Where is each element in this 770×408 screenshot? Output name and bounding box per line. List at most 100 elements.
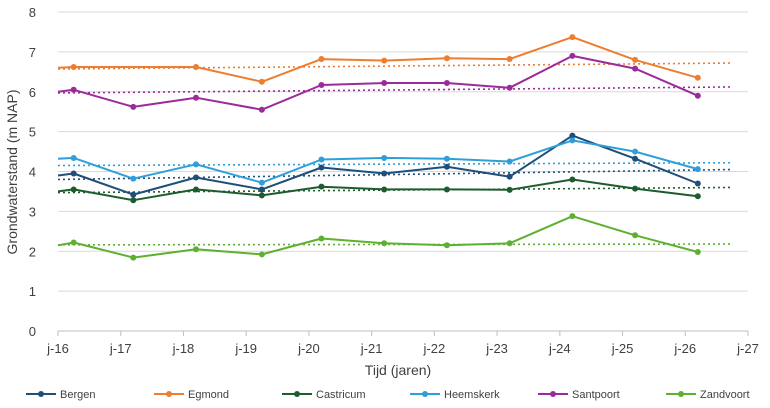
point-heemskerk-8	[506, 158, 513, 165]
point-castricum-8	[506, 186, 513, 193]
point-egmond-9	[632, 56, 639, 63]
series-line-castricum	[57, 178, 698, 202]
legend-marker-castricum	[294, 391, 300, 397]
x-tick-label-2026: j-26	[673, 341, 696, 356]
point-egmond-7	[506, 56, 513, 63]
series-line-egmond	[57, 36, 699, 83]
point-egmond-5	[381, 57, 388, 64]
point-santpoort-4	[258, 106, 265, 113]
x-tick-label-2027: j-27	[736, 341, 759, 356]
series-line-zandvoort	[57, 215, 699, 259]
y-tick-label-7: 7	[29, 45, 36, 60]
point-heemskerk-4	[258, 179, 265, 186]
axes	[57, 330, 749, 336]
point-heemskerk-11	[694, 166, 701, 173]
point-egmond-4	[318, 56, 325, 63]
point-santpoort-2	[130, 103, 137, 110]
trendline-heemskerk	[57, 161, 733, 167]
point-santpoort-7	[443, 79, 450, 86]
trendline-bergen	[57, 168, 733, 181]
point-heemskerk-9	[569, 137, 576, 144]
legend-label-egmond: Egmond	[188, 389, 229, 401]
legend-label-zandvoort: Zandvoort	[700, 389, 750, 401]
point-egmond-6	[443, 55, 450, 62]
gridlines	[58, 11, 748, 292]
point-santpoort-3	[193, 94, 199, 101]
point-heemskerk-7	[443, 155, 450, 162]
x-tick-label-2021: j-21	[360, 341, 383, 356]
legend-label-heemskerk: Heemskerk	[444, 389, 500, 401]
series-lines	[57, 36, 699, 259]
point-castricum-7	[443, 186, 450, 193]
point-castricum-11	[694, 193, 701, 200]
point-bergen-6	[381, 170, 388, 177]
point-zandvoort-8	[506, 240, 513, 247]
legend-label-santpoort: Santpoort	[572, 389, 620, 401]
legend-label-bergen: Bergen	[60, 389, 95, 401]
x-tick-label-2018: j-18	[172, 341, 195, 356]
point-bergen-11	[694, 180, 701, 187]
point-zandvoort-2	[130, 254, 137, 261]
point-bergen-3	[193, 174, 199, 181]
y-tick-label-1: 1	[29, 284, 36, 299]
point-zandvoort-1	[70, 239, 77, 246]
point-heemskerk-2	[130, 175, 137, 182]
x-tick-label-2020: j-20	[297, 341, 320, 356]
point-santpoort-1	[70, 86, 77, 93]
point-egmond-2	[193, 64, 199, 71]
point-bergen-5	[318, 164, 325, 171]
trendline-zandvoort	[57, 243, 733, 246]
point-santpoort-6	[381, 79, 388, 86]
x-tick-label-2016: j-16	[46, 341, 69, 356]
legend: Bergen Egmond Castricum Heemskerk Santpoort Z…	[26, 389, 750, 401]
point-santpoort-11	[694, 92, 701, 99]
point-bergen-8	[506, 173, 513, 180]
x-tick-label-2025: j-25	[611, 341, 634, 356]
point-zandvoort-6	[381, 240, 388, 247]
legend-marker-egmond	[166, 391, 172, 397]
legend-marker-santpoort	[550, 391, 556, 397]
y-axis-title: Grondwaterstand (m NAP)	[4, 90, 20, 255]
trendline-castricum	[57, 186, 733, 194]
point-castricum-1	[70, 186, 77, 193]
legend-marker-zandvoort	[678, 391, 684, 397]
point-bergen-2	[130, 191, 137, 198]
point-castricum-9	[569, 176, 576, 183]
point-zandvoort-10	[632, 232, 639, 239]
point-santpoort-9	[569, 52, 576, 59]
y-tick-label-6: 6	[29, 85, 36, 100]
tick-labels: 0 1 2 3 4 5 6 7 8 j-16 j-17 j-18 j-19 j-20 j-21 j-22 j-2…	[29, 5, 759, 356]
point-castricum-3	[193, 186, 199, 193]
point-bergen-4	[258, 186, 265, 193]
point-egmond-3	[258, 78, 265, 85]
point-bergen-7	[443, 163, 450, 170]
point-egmond-1	[70, 64, 77, 71]
trendline-egmond	[57, 62, 733, 70]
point-egmond-10	[694, 74, 701, 81]
x-tick-label-2022: j-22	[423, 341, 446, 356]
y-tick-label-4: 4	[29, 165, 36, 180]
point-santpoort-10	[632, 65, 639, 72]
point-castricum-2	[130, 197, 137, 204]
legend-label-castricum: Castricum	[316, 389, 366, 401]
point-egmond-8	[569, 34, 576, 41]
point-zandvoort-7	[443, 242, 450, 249]
series-line-bergen	[57, 134, 699, 196]
y-tick-label-5: 5	[29, 125, 36, 140]
x-tick-label-2017: j-17	[109, 341, 132, 356]
y-tick-label-0: 0	[29, 324, 36, 339]
point-castricum-4	[258, 192, 265, 199]
x-tick-label-2024: j-24	[548, 341, 571, 356]
series-line-santpoort	[57, 54, 699, 111]
point-heemskerk-3	[193, 161, 199, 168]
point-castricum-5	[318, 183, 325, 190]
x-tick-label-2019: j-19	[234, 341, 257, 356]
point-santpoort-5	[318, 81, 325, 88]
point-zandvoort-3	[193, 246, 199, 253]
x-axis-title: Tijd (jaren)	[365, 362, 431, 378]
point-zandvoort-5	[318, 235, 325, 242]
point-zandvoort-11	[694, 249, 701, 256]
point-heemskerk-1	[70, 154, 77, 161]
legend-marker-heemskerk	[422, 391, 428, 397]
